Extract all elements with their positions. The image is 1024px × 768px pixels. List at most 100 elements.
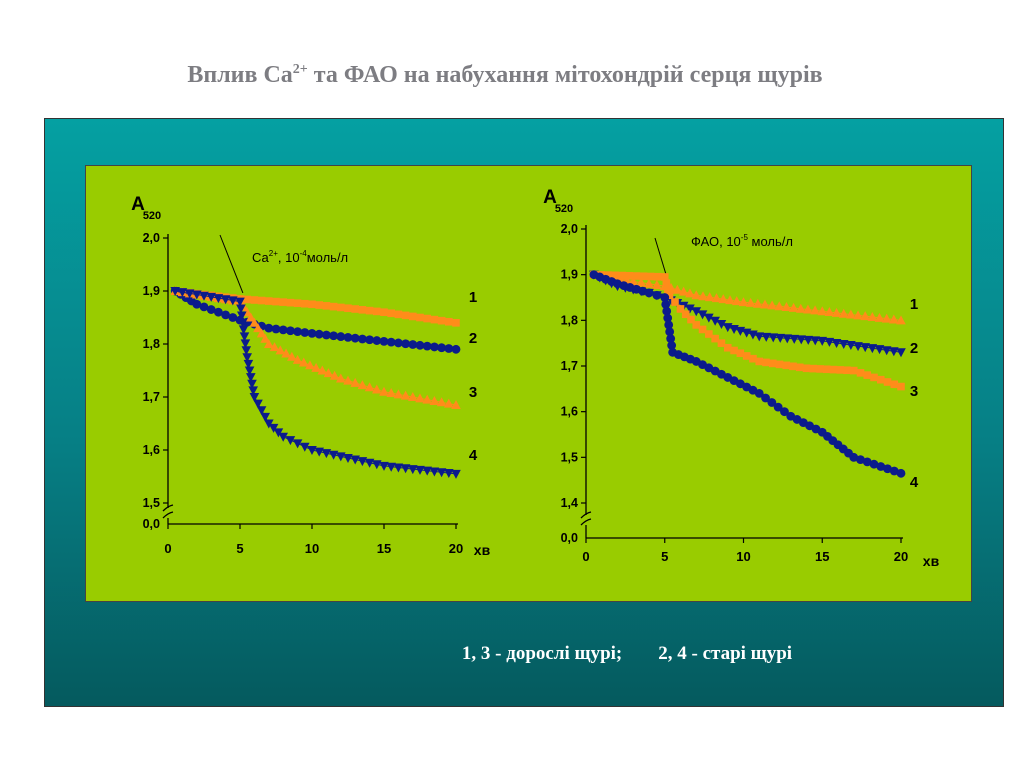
data-point: [379, 461, 389, 471]
y-tick-label: 1,9: [143, 284, 160, 298]
title-rest: та ФАО на набухання мітохондрій серця щу…: [307, 62, 823, 88]
data-point: [803, 335, 814, 345]
data-point: [357, 457, 368, 467]
data-point: [430, 342, 439, 352]
data-point: [664, 285, 672, 293]
data-point: [775, 333, 786, 343]
data-point: [856, 455, 865, 465]
data-point: [817, 336, 828, 346]
data-point: [379, 386, 389, 396]
data-point: [387, 309, 395, 318]
data-point: [246, 373, 256, 383]
data-point: [206, 305, 216, 314]
x-tick-label: 15: [377, 541, 391, 556]
data-point: [767, 300, 777, 310]
data-point: [843, 366, 851, 375]
data-point: [860, 343, 871, 353]
data-point: [235, 297, 245, 307]
data-point: [344, 304, 352, 313]
data-point: [350, 333, 360, 343]
data-point: [665, 327, 675, 337]
data-point: [286, 326, 295, 336]
y-tick-label: 1,7: [561, 359, 578, 373]
data-point: [646, 272, 655, 281]
data-point: [228, 296, 238, 306]
data-point: [221, 310, 231, 320]
data-point: [718, 294, 729, 304]
data-point: [671, 298, 679, 306]
data-point: [285, 436, 296, 446]
y-tick-label-zero: 0,0: [561, 531, 578, 545]
data-point: [260, 412, 270, 422]
data-point: [889, 347, 899, 357]
x-tick-label: 20: [449, 541, 463, 556]
data-point: [862, 457, 872, 467]
data-point: [430, 315, 439, 324]
data-point: [755, 357, 764, 366]
data-point: [795, 363, 804, 372]
data-point: [220, 295, 231, 305]
data-point: [365, 306, 374, 315]
data-point: [768, 359, 777, 368]
annotation-text: Са: [252, 250, 270, 265]
data-point: [653, 272, 662, 281]
data-point: [678, 286, 689, 296]
y-tick-label: 1,5: [561, 450, 578, 464]
data-point: [408, 465, 418, 475]
data-point: [698, 325, 707, 334]
data-point: [869, 459, 879, 469]
data-point: [228, 313, 238, 322]
data-point: [860, 311, 871, 321]
data-point: [436, 397, 447, 407]
data-point: [393, 463, 404, 473]
data-point: [343, 332, 353, 342]
data-point: [336, 332, 346, 341]
annotation-label: ФАО, 10-5 моль/л: [691, 233, 793, 249]
data-point: [896, 315, 906, 325]
data-point: [663, 313, 673, 323]
data-point: [264, 323, 274, 333]
y-tick-label: 1,7: [143, 390, 160, 404]
data-point: [315, 301, 323, 309]
data-point: [386, 337, 396, 347]
y-tick-label: 1,4: [561, 496, 578, 510]
data-point: [444, 469, 454, 479]
data-point: [838, 339, 849, 349]
data-point: [401, 339, 410, 349]
data-point: [705, 330, 713, 338]
data-point: [738, 297, 749, 307]
data-point: [437, 343, 446, 353]
data-point: [437, 316, 446, 325]
data-point: [711, 334, 719, 343]
data-point: [237, 311, 247, 321]
y-axis-label: A: [131, 194, 145, 215]
data-point: [307, 446, 317, 455]
legend-note-old: 2, 4 - старі щурі: [658, 643, 793, 664]
data-point: [408, 392, 418, 401]
x-axis-label: хв: [923, 553, 940, 569]
annotation-text: моль/л: [307, 250, 348, 265]
data-point: [423, 314, 431, 323]
data-point: [789, 334, 800, 344]
data-point: [652, 290, 662, 300]
data-point: [745, 297, 756, 307]
data-point: [365, 335, 374, 345]
data-point: [667, 341, 677, 350]
data-point: [761, 332, 772, 342]
data-point: [292, 354, 303, 364]
data-point: [192, 299, 202, 309]
x-tick-label: 20: [894, 549, 908, 564]
annotation-superscript: 2+: [269, 249, 278, 258]
y-tick-label: 1,6: [143, 443, 160, 457]
data-point: [698, 291, 708, 301]
series-label-2: 2: [910, 340, 918, 357]
y-tick-label: 1,8: [561, 313, 578, 327]
data-point: [660, 273, 669, 281]
data-point: [753, 298, 763, 308]
data-point: [883, 464, 892, 474]
data-point: [742, 352, 751, 360]
y-tick-label: 2,0: [561, 222, 578, 236]
data-point: [691, 290, 702, 300]
data-point: [357, 380, 368, 390]
x-tick-label: 5: [661, 549, 668, 564]
